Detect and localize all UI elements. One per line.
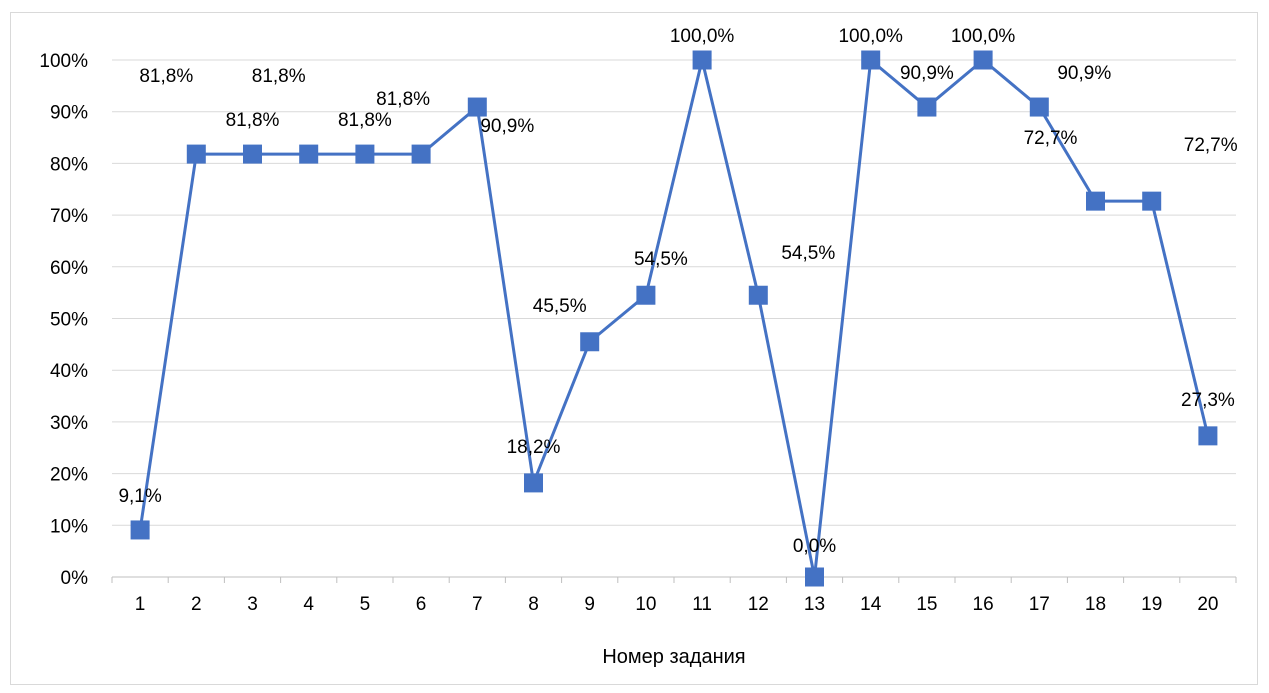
data-label: 81,8% xyxy=(376,89,430,110)
data-point-marker xyxy=(1086,191,1105,211)
y-tick-label: 50% xyxy=(50,310,88,331)
x-tick-label: 5 xyxy=(360,594,371,615)
data-label: 45,5% xyxy=(533,296,587,317)
data-point-marker xyxy=(805,567,824,587)
data-label: 100,0% xyxy=(838,26,903,47)
data-label: 54,5% xyxy=(781,243,835,264)
data-point-marker xyxy=(973,50,993,70)
data-point-marker xyxy=(580,332,600,352)
x-tick-label: 18 xyxy=(1085,594,1106,615)
y-tick-label: 10% xyxy=(50,516,88,537)
data-label: 27,3% xyxy=(1181,390,1235,411)
data-point-marker xyxy=(861,50,881,70)
data-point-marker xyxy=(130,520,150,540)
data-point-marker xyxy=(524,473,543,493)
data-label: 81,8% xyxy=(226,110,280,131)
data-label: 81,8% xyxy=(252,66,306,87)
y-tick-label: 70% xyxy=(50,206,88,227)
x-axis-title: Номер задания xyxy=(602,646,745,668)
y-tick-label: 40% xyxy=(50,361,88,382)
data-point-marker xyxy=(467,97,487,117)
x-tick-label: 17 xyxy=(1029,594,1050,615)
x-tick-label: 11 xyxy=(692,594,712,615)
data-point-marker xyxy=(748,285,768,305)
y-tick-label: 20% xyxy=(50,465,88,486)
data-label: 72,7% xyxy=(1024,128,1078,149)
x-tick-label: 6 xyxy=(416,594,427,615)
data-point-marker xyxy=(917,97,937,117)
data-point-marker xyxy=(636,285,656,305)
x-tick-label: 15 xyxy=(916,594,937,615)
x-tick-label: 8 xyxy=(528,594,539,615)
x-tick-label: 14 xyxy=(860,594,882,615)
x-tick-label: 1 xyxy=(135,594,146,615)
y-tick-label: 30% xyxy=(50,413,88,434)
x-tick-label: 3 xyxy=(247,594,258,615)
data-label: 90,9% xyxy=(900,63,954,84)
y-tick-label: 90% xyxy=(50,103,88,124)
data-label: 90,9% xyxy=(1057,63,1111,84)
data-label: 100,0% xyxy=(951,26,1016,47)
x-tick-label: 9 xyxy=(584,594,595,615)
x-tick-label: 13 xyxy=(804,594,825,615)
data-label: 72,7% xyxy=(1184,135,1238,156)
data-point-marker xyxy=(692,50,712,70)
x-tick-label: 2 xyxy=(191,594,202,615)
data-point-marker xyxy=(243,144,262,164)
data-label: 54,5% xyxy=(634,249,688,270)
y-tick-label: 80% xyxy=(50,154,88,175)
data-point-marker xyxy=(1029,97,1049,117)
data-point-marker xyxy=(1142,191,1162,211)
data-point-marker xyxy=(355,144,375,164)
data-label: 9,1% xyxy=(118,486,161,507)
data-point-marker xyxy=(1198,426,1218,446)
data-label: 0,0% xyxy=(793,536,836,557)
data-label: 81,8% xyxy=(338,110,392,131)
data-point-marker xyxy=(411,144,431,164)
x-tick-label: 20 xyxy=(1197,594,1218,615)
data-label: 90,9% xyxy=(480,116,534,137)
x-tick-label: 7 xyxy=(472,594,483,615)
data-label: 81,8% xyxy=(139,66,193,87)
x-tick-label: 4 xyxy=(303,594,314,615)
x-tick-label: 10 xyxy=(635,594,656,615)
y-tick-label: 60% xyxy=(50,258,88,279)
y-tick-label: 0% xyxy=(61,568,89,589)
x-tick-label: 19 xyxy=(1141,594,1162,615)
x-tick-label: 16 xyxy=(973,594,994,615)
data-label: 100,0% xyxy=(670,26,735,47)
x-tick-label: 12 xyxy=(748,594,769,615)
data-label: 18,2% xyxy=(507,437,561,458)
y-tick-label: 100% xyxy=(39,51,88,72)
data-point-marker xyxy=(186,144,206,164)
data-point-marker xyxy=(299,144,319,164)
